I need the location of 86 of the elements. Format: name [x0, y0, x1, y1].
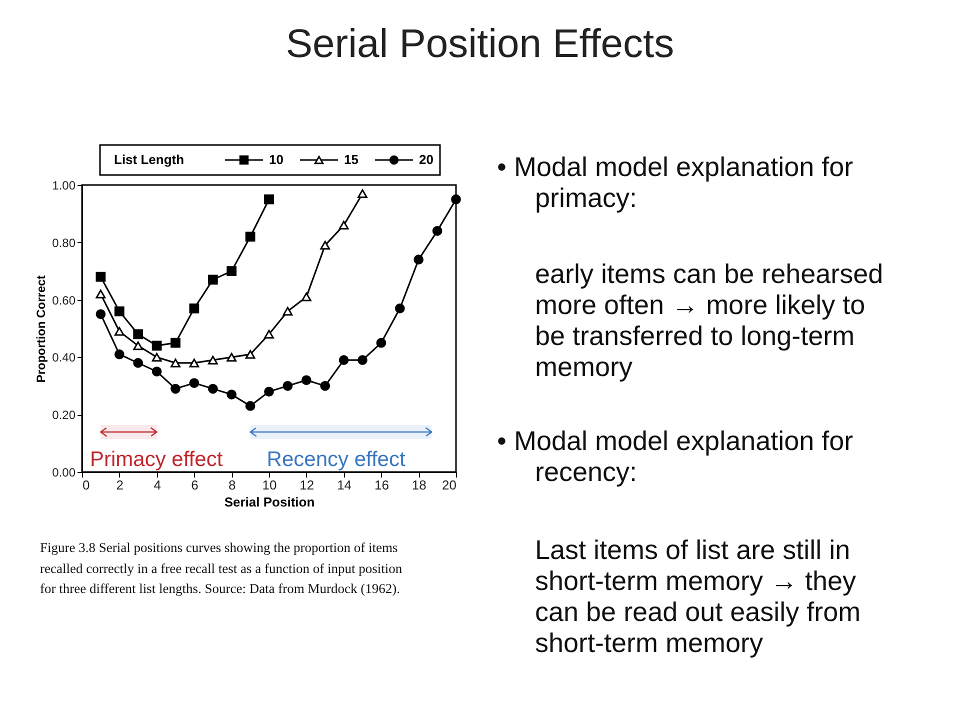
x-tick-label: 6: [191, 478, 198, 492]
point: [264, 386, 274, 397]
point: [282, 306, 293, 316]
point: [394, 303, 405, 314]
point: [338, 355, 349, 365]
y-tick-label: 0.40: [52, 350, 76, 365]
legend-title: List Length: [114, 152, 184, 167]
point: [376, 338, 386, 348]
caption: Figure 3.8 Serial positions curves showing the proportion of items: [40, 540, 398, 555]
point: [226, 266, 237, 276]
point: [245, 232, 256, 242]
band-label: Recency effect: [266, 448, 406, 471]
point: [338, 220, 349, 230]
x-axis-title: Serial Position: [224, 494, 315, 510]
point: [96, 290, 106, 298]
point: [189, 358, 200, 368]
x-tick-label: 16: [374, 478, 389, 492]
point: [320, 380, 330, 391]
point: [114, 326, 124, 336]
point: [226, 352, 237, 362]
x-tick-label: 10: [262, 478, 277, 492]
point: [320, 240, 330, 250]
point: [96, 272, 106, 282]
point: [264, 330, 274, 339]
point: [245, 350, 256, 359]
y-tick-label: 0.00: [52, 466, 76, 480]
x-tick-label: 4: [154, 478, 161, 492]
text: memory: [535, 352, 634, 382]
y-axis-title: Proportion Correct: [34, 275, 48, 383]
text: recency:: [535, 457, 638, 487]
point: [114, 349, 124, 360]
point: [245, 401, 256, 411]
legend-label: 15: [344, 152, 358, 167]
point: [152, 340, 162, 351]
chart-title: Serial Position Effects: [286, 22, 674, 66]
y-tick-label: 0.80: [52, 236, 76, 250]
y-tick-label: 0.60: [52, 293, 76, 308]
point: [189, 303, 200, 314]
point: [264, 194, 274, 204]
legend-label: 20: [419, 152, 434, 167]
point: [189, 378, 200, 388]
legend-label: 10: [269, 152, 284, 167]
text: Last items of list are still in: [535, 535, 850, 565]
x-tick-label: 2: [116, 478, 124, 492]
point: [208, 384, 218, 394]
text: recalled correctly in a free recall test as a function of input position: [40, 561, 402, 576]
x-tick-label: 18: [412, 478, 426, 492]
x-tick-label: 20: [442, 478, 456, 492]
point: [170, 338, 180, 348]
point: [414, 254, 424, 265]
point: [114, 306, 124, 316]
point: [133, 358, 144, 368]
point: [451, 194, 461, 204]
point: [432, 226, 442, 236]
point: [208, 356, 218, 364]
text: more often → more likely to: [535, 290, 866, 320]
text: short-term memory: [535, 628, 764, 658]
text: • Modal model explanation for: [497, 426, 854, 456]
point: [282, 380, 293, 391]
point: [170, 358, 180, 368]
point: [152, 352, 162, 362]
x-tick-label: 14: [337, 478, 352, 492]
text: early items can be rehearsed: [535, 259, 884, 289]
point: [96, 309, 106, 320]
text: • Modal model explanation for: [497, 152, 854, 182]
text: can be read out easily from: [535, 597, 861, 627]
point: [226, 390, 237, 400]
point: [208, 274, 218, 285]
x-tick-label: 12: [300, 478, 314, 492]
point: [133, 341, 144, 350]
text: primacy:: [535, 183, 638, 213]
point: [301, 292, 312, 302]
point: [133, 329, 144, 340]
point: [170, 384, 180, 394]
band-label: Primacy effect: [90, 448, 223, 471]
y-tick-label: 0.20: [52, 408, 76, 422]
text: be transferred to long-term: [535, 321, 855, 351]
y-tick-label: 1.00: [52, 178, 76, 192]
point: [301, 375, 312, 386]
text: for three different list lengths. Source: Data from Murdock (1962).: [40, 581, 400, 596]
point: [152, 366, 162, 376]
x-tick-label: 8: [228, 478, 236, 492]
x-tick-label: 0: [82, 478, 90, 492]
point: [358, 189, 368, 198]
text: short-term memory → they: [535, 566, 857, 596]
point: [358, 355, 368, 365]
